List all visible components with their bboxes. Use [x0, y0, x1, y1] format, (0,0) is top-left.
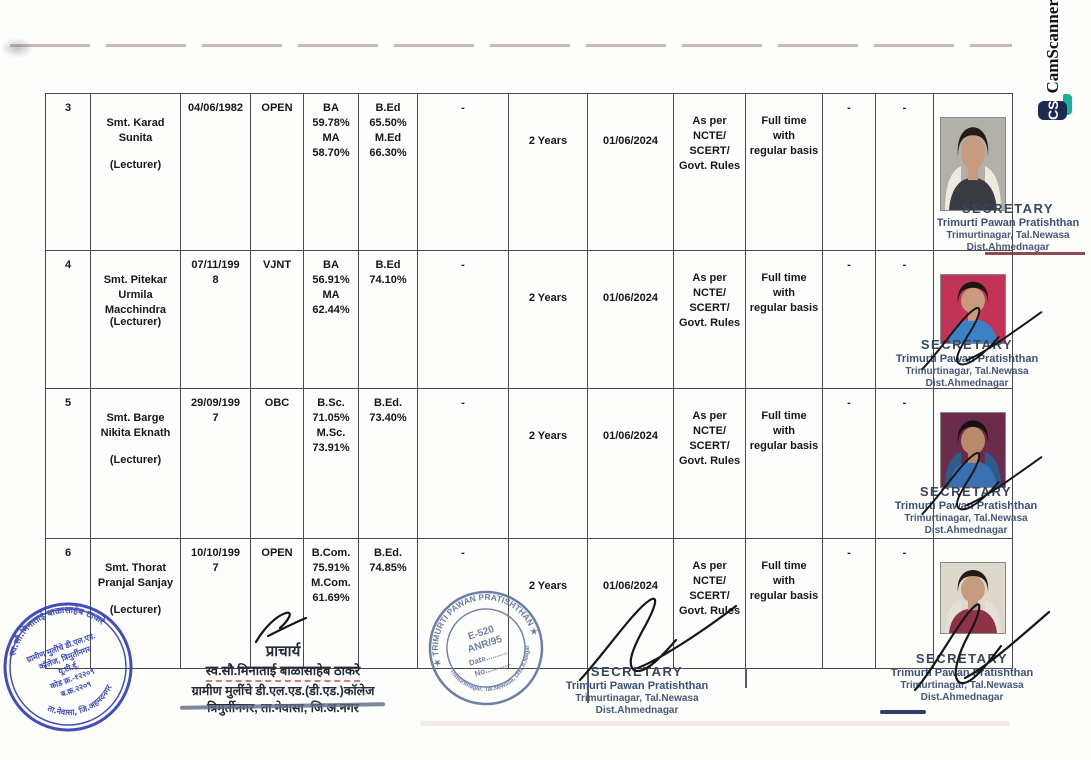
stamp-district: Dist.Ahmednagar — [595, 704, 679, 716]
cell-approval: As per NCTE/ SCERT/ Govt. Rules — [674, 251, 746, 389]
college-name: ग्रामीण मुलींचे डी.एल.एड.(डी.एड.)कॉलेज — [191, 684, 375, 698]
staff-role: (Lecturer) — [109, 159, 162, 171]
cell-nature: Full time with regular basis — [746, 94, 823, 251]
cell-dash: - — [876, 94, 934, 251]
scan-artifact-bottom-line — [420, 721, 1010, 726]
table-line-stub — [745, 668, 747, 688]
staff-role: (Lecturer) — [109, 454, 162, 466]
cell-dash: - — [823, 94, 876, 251]
cell-category: OPEN — [251, 94, 304, 251]
cell-staff-name: Smt. Karad Sunita (Lecturer) — [91, 94, 181, 251]
stamp-place: Trimurtinagar, Tal.Newasa — [900, 679, 1024, 691]
staff-photo — [940, 561, 1006, 634]
cell-experience: 2 Years — [509, 251, 588, 389]
cell-category: VJNT — [251, 251, 304, 389]
cell-dob: 04/06/1982 — [181, 94, 251, 251]
round-stamp-college: स्व.सौ.मिनाताई बाळासाहेब ठाकरे ता.नेवासा… — [0, 589, 133, 732]
cell-joining-date: 01/06/2024 — [588, 251, 674, 389]
staff-photo — [940, 273, 1006, 344]
cell-nature: Full time with regular basis — [746, 539, 823, 669]
cell-sr-no: 5 — [46, 389, 91, 539]
scan-artifact-top-line — [10, 44, 1012, 47]
table-line-stub — [587, 668, 589, 703]
staff-name: Smt. Pitekar Urmila Macchindra — [103, 273, 168, 316]
cell-nature: Full time with regular basis — [746, 389, 823, 539]
cell-category: OBC — [251, 389, 304, 539]
cell-professional-qualification: B.Ed 74.10% — [359, 251, 418, 389]
red-underline-mark — [985, 252, 1085, 255]
cell-qualification: B.Com. 75.91% M.Com. 61.69% — [304, 539, 359, 669]
staff-table: 3 Smt. Karad Sunita (Lecturer) 04/06/198… — [45, 93, 1013, 669]
cell-approval: As per NCTE/ SCERT/ Govt. Rules — [674, 389, 746, 539]
cell-approval: As per NCTE/ SCERT/ Govt. Rules — [674, 94, 746, 251]
cell-dash: - — [823, 389, 876, 539]
cell-dash: - — [876, 251, 934, 389]
staff-name: Smt. Karad Sunita — [106, 116, 165, 144]
cell-professional-qualification: B.Ed. 74.85% — [359, 539, 418, 669]
cell-qualification: BA 59.78% MA 58.70% — [304, 94, 359, 251]
cell-approval: As per NCTE/ SCERT/ Govt. Rules — [674, 539, 746, 669]
cell-joining-date: 01/06/2024 — [588, 94, 674, 251]
cell-sr-no: 3 — [46, 94, 91, 251]
staff-name: Smt. Thorat Pranjal Sanjay — [97, 561, 174, 589]
cell-dash: - — [823, 539, 876, 669]
camscanner-teal-tab — [1063, 94, 1072, 115]
camscanner-logo-icon: CS — [1038, 100, 1067, 120]
cell-dash: - — [418, 539, 509, 669]
cell-professional-qualification: B.Ed. 73.40% — [359, 389, 418, 539]
camscanner-label: CamScanner — [1042, 0, 1062, 94]
cell-experience: 2 Years — [509, 94, 588, 251]
cell-dash: - — [876, 539, 934, 669]
cell-qualification: B.Sc. 71.05% M.Sc. 73.91% — [304, 389, 359, 539]
cell-dash: - — [876, 389, 934, 539]
cell-joining-date: 01/06/2024 — [588, 389, 674, 539]
cell-professional-qualification: B.Ed 65.50% M.Ed 66.30% — [359, 94, 418, 251]
camscanner-watermark: CS CamScanner — [1038, 0, 1067, 120]
staff-photo — [940, 411, 1006, 488]
cell-qualification: BA 56.91% MA 62.44% — [304, 251, 359, 389]
cell-sr-no: 4 — [46, 251, 91, 389]
scan-artifact-smudge — [0, 38, 34, 58]
secretary-stamp: SECRETARY Trimurti Pawan Pratishthan Tri… — [532, 664, 742, 717]
cell-sr-no: 6 — [46, 539, 91, 669]
staff-role: (Lecturer) — [109, 316, 162, 328]
cell-experience: 2 Years — [509, 389, 588, 539]
cell-dash: - — [418, 94, 509, 251]
cell-dash: - — [418, 389, 509, 539]
staff-photo — [940, 116, 1006, 211]
cell-staff-name: Smt. Barge Nikita Eknath (Lecturer) — [91, 389, 181, 539]
cell-photo — [934, 389, 1013, 539]
staff-role: (Lecturer) — [109, 604, 162, 616]
cell-staff-name: Smt. Pitekar Urmila Macchindra (Lecturer… — [91, 251, 181, 389]
cell-category: OPEN — [251, 539, 304, 669]
cell-photo — [934, 251, 1013, 389]
ink-mark — [880, 710, 926, 714]
cell-dash: - — [418, 251, 509, 389]
cell-photo — [934, 539, 1013, 669]
stamp-place: Trimurtinagar, Tal.Newasa — [575, 692, 699, 704]
staff-name: Smt. Barge Nikita Eknath — [100, 411, 171, 439]
cell-staff-name: Smt. Thorat Pranjal Sanjay (Lecturer) — [91, 539, 181, 669]
cell-dob: 10/10/199 7 — [181, 539, 251, 669]
cell-nature: Full time with regular basis — [746, 251, 823, 389]
cell-dash: - — [823, 251, 876, 389]
stamp-org: Trimurti Pawan Pratishthan — [565, 679, 709, 692]
cell-photo — [934, 94, 1013, 251]
ink-underline — [179, 702, 386, 710]
cell-joining-date: 01/06/2024 — [588, 539, 674, 669]
cell-dob: 29/09/199 7 — [181, 389, 251, 539]
stamp-district: Dist.Ahmednagar — [920, 691, 1004, 703]
cell-dob: 07/11/199 8 — [181, 251, 251, 389]
